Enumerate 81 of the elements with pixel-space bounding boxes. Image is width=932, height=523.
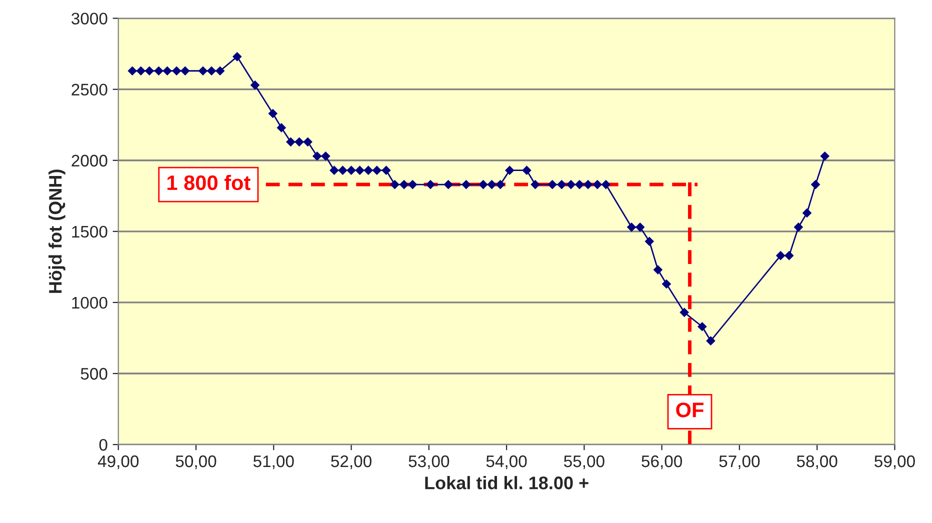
point bbox=[811, 180, 820, 189]
y-tick-label: 0 bbox=[99, 438, 108, 451]
point bbox=[548, 180, 557, 189]
point bbox=[601, 180, 610, 189]
point bbox=[627, 222, 636, 232]
x-tick-label: 58,00 bbox=[796, 455, 838, 470]
point bbox=[294, 137, 304, 146]
point bbox=[330, 166, 339, 175]
point bbox=[198, 66, 208, 76]
point bbox=[355, 166, 364, 175]
point bbox=[802, 208, 812, 218]
y-tick-label: 2500 bbox=[72, 84, 108, 96]
point bbox=[312, 152, 322, 161]
point bbox=[400, 180, 409, 189]
point bbox=[426, 180, 435, 189]
point bbox=[382, 166, 391, 175]
point bbox=[303, 137, 312, 146]
x-tick-label: 54,00 bbox=[486, 455, 527, 470]
point bbox=[408, 180, 418, 189]
point bbox=[794, 222, 803, 232]
point bbox=[698, 322, 707, 332]
point bbox=[136, 66, 146, 76]
y-tick-label: 1500 bbox=[72, 226, 108, 238]
x-axis-title: Lokal tid kl. 18.00 + bbox=[425, 476, 588, 490]
x-tick-label: 57,00 bbox=[719, 455, 760, 470]
point bbox=[522, 166, 532, 175]
point bbox=[496, 180, 505, 189]
point bbox=[644, 236, 654, 246]
point bbox=[268, 109, 278, 118]
point bbox=[592, 180, 602, 189]
x-tick-label: 59,00 bbox=[874, 455, 915, 470]
point bbox=[680, 308, 689, 317]
x-tick-label: 55,00 bbox=[564, 455, 604, 470]
point bbox=[390, 180, 400, 189]
point bbox=[662, 280, 671, 288]
x-tick-label: 51,00 bbox=[253, 455, 294, 470]
point bbox=[364, 166, 373, 175]
point bbox=[584, 180, 593, 189]
x-tick-label: 50,00 bbox=[176, 455, 216, 470]
ref-line-label: 1 800 fot bbox=[167, 174, 250, 190]
y-tick-label: 2000 bbox=[72, 154, 108, 167]
x-tick-label: 53,00 bbox=[408, 455, 450, 470]
point bbox=[462, 180, 471, 189]
point bbox=[706, 336, 716, 346]
point bbox=[487, 180, 496, 189]
point bbox=[566, 180, 576, 189]
y-axis-title: Höjd fot (QNH) bbox=[48, 170, 66, 293]
point bbox=[557, 180, 566, 189]
ref-line-label: OF bbox=[676, 402, 704, 418]
point bbox=[653, 265, 662, 274]
point bbox=[338, 166, 348, 175]
point bbox=[820, 152, 830, 161]
point bbox=[505, 166, 514, 175]
point bbox=[216, 66, 225, 76]
point bbox=[478, 180, 488, 189]
point bbox=[321, 152, 330, 161]
point bbox=[276, 123, 286, 132]
x-tick-label: 49,00 bbox=[98, 455, 139, 470]
point bbox=[207, 66, 216, 76]
point bbox=[636, 222, 645, 232]
point bbox=[154, 66, 164, 76]
x-tick-label: 52,00 bbox=[331, 455, 372, 470]
point bbox=[372, 166, 382, 175]
point bbox=[530, 180, 540, 189]
point bbox=[784, 251, 794, 260]
y-tick-label: 1000 bbox=[72, 296, 108, 309]
point bbox=[346, 166, 356, 175]
x-tick-label: 56,00 bbox=[642, 455, 682, 470]
point bbox=[232, 52, 242, 62]
point bbox=[250, 80, 260, 90]
point bbox=[144, 66, 154, 76]
point bbox=[776, 251, 786, 260]
point bbox=[128, 66, 137, 76]
point bbox=[162, 66, 172, 76]
y-tick-label: 500 bbox=[80, 368, 108, 380]
y-tick-label: 3000 bbox=[72, 12, 108, 25]
point bbox=[286, 137, 296, 146]
point bbox=[575, 180, 584, 189]
point bbox=[180, 66, 190, 76]
point bbox=[444, 180, 453, 189]
point bbox=[172, 66, 182, 76]
